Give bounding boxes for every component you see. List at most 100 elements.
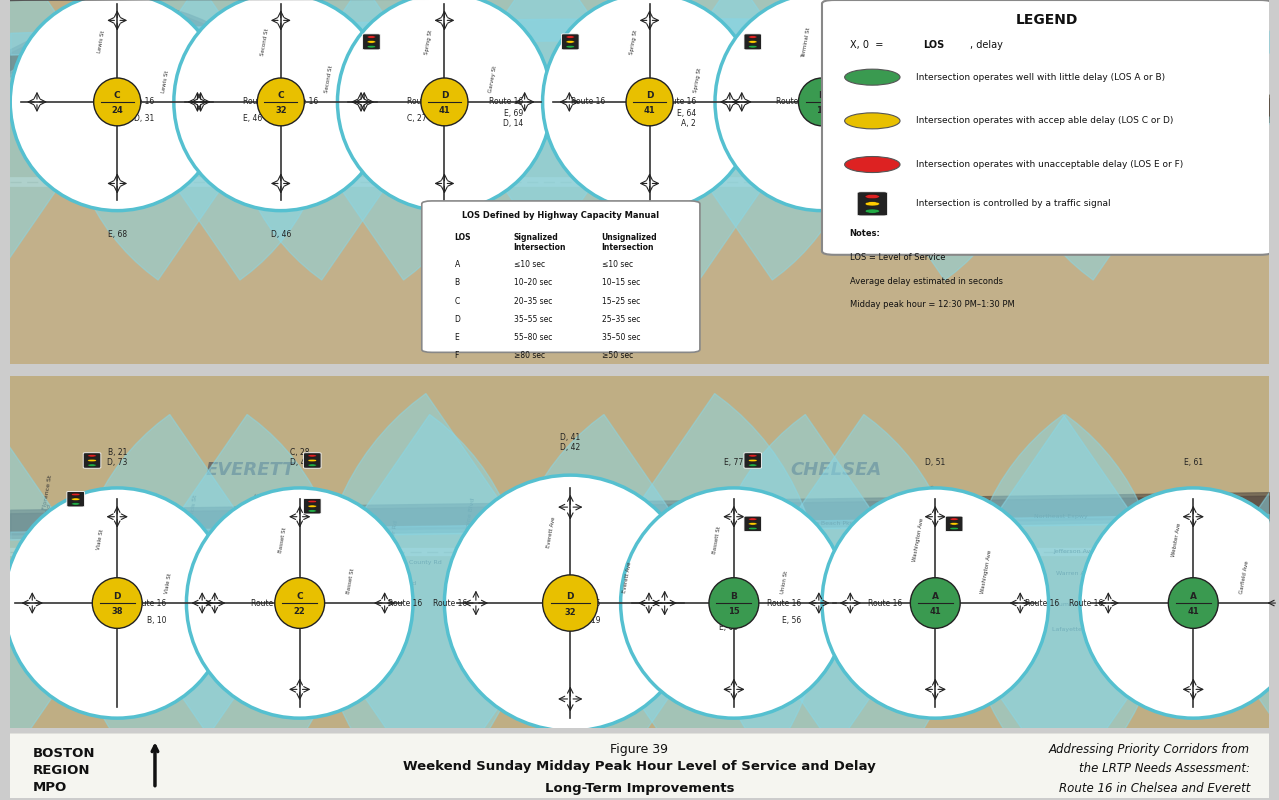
Text: 41: 41 <box>930 607 941 617</box>
Circle shape <box>308 510 317 512</box>
Text: D: D <box>454 315 460 324</box>
Text: A: A <box>932 592 939 602</box>
Text: Route 16: Route 16 <box>1026 598 1059 607</box>
Text: Boston St: Boston St <box>46 574 75 579</box>
Ellipse shape <box>187 488 413 718</box>
Ellipse shape <box>542 0 757 210</box>
Circle shape <box>844 69 900 85</box>
Text: Vine Dr: Vine Dr <box>1220 54 1229 78</box>
Circle shape <box>748 522 757 525</box>
Text: Revere Beach Pkwy: Revere Beach Pkwy <box>179 18 231 59</box>
Circle shape <box>565 46 574 48</box>
Text: Bloomingdale St: Bloomingdale St <box>784 614 798 666</box>
Text: Viale St: Viale St <box>96 529 105 550</box>
Text: A: A <box>454 260 459 270</box>
Text: Route 16: Route 16 <box>767 598 802 607</box>
Text: Route 16 in Chelsea and Everett: Route 16 in Chelsea and Everett <box>1059 782 1250 795</box>
Ellipse shape <box>625 78 673 126</box>
Text: Warren Ave: Warren Ave <box>1055 570 1092 576</box>
Text: Union St: Union St <box>780 570 789 594</box>
Ellipse shape <box>10 0 224 210</box>
Circle shape <box>950 527 958 530</box>
Text: 41: 41 <box>439 106 450 114</box>
Text: 20–35 sec: 20–35 sec <box>514 297 553 306</box>
Text: Luke Rd: Luke Rd <box>1220 20 1229 46</box>
Text: LOS = Level of Service: LOS = Level of Service <box>849 253 945 262</box>
Text: C: C <box>297 592 303 602</box>
Text: Route 16: Route 16 <box>388 598 422 607</box>
Text: Intersection is controlled by a traffic signal: Intersection is controlled by a traffic … <box>916 199 1111 208</box>
Text: 32: 32 <box>564 608 576 618</box>
Text: D: D <box>646 91 654 101</box>
Text: Webster Ave: Webster Ave <box>1170 522 1182 557</box>
Text: Everett Ave: Everett Ave <box>546 517 556 549</box>
Text: E, 61: E, 61 <box>1183 458 1202 467</box>
Text: Basset St: Basset St <box>278 526 288 553</box>
Circle shape <box>308 464 317 466</box>
Text: Route 16: Route 16 <box>243 98 278 106</box>
Text: D, 46: D, 46 <box>271 230 292 239</box>
Text: Midday peak hour = 12:30 PM–1:30 PM: Midday peak hour = 12:30 PM–1:30 PM <box>849 300 1014 310</box>
Text: ≥50 sec: ≥50 sec <box>601 351 633 360</box>
Text: ≤10 sec: ≤10 sec <box>601 260 633 270</box>
Text: D, 41
D, 42: D, 41 D, 42 <box>560 433 581 452</box>
Text: D, 41: D, 41 <box>1206 230 1227 239</box>
Text: E, 64
A, 2: E, 64 A, 2 <box>677 109 696 128</box>
Circle shape <box>565 41 574 43</box>
Text: E, 77: E, 77 <box>724 458 743 467</box>
Text: 41: 41 <box>643 106 655 114</box>
Text: Route 16: Route 16 <box>776 98 810 106</box>
FancyBboxPatch shape <box>303 453 321 468</box>
Text: Basset St: Basset St <box>345 568 356 594</box>
Text: 15–25 sec: 15–25 sec <box>601 297 640 306</box>
Text: Franklin Ave: Franklin Ave <box>879 621 890 659</box>
Text: 22: 22 <box>294 607 306 617</box>
Text: the LRTP Needs Assessment:: the LRTP Needs Assessment: <box>1079 762 1250 775</box>
Polygon shape <box>1216 0 1279 280</box>
Text: B: B <box>819 91 825 101</box>
Circle shape <box>72 502 81 505</box>
Text: Jefferson Ave: Jefferson Ave <box>1053 550 1095 554</box>
Text: Route 16: Route 16 <box>251 598 285 607</box>
Text: Washington Ave: Washington Ave <box>922 485 936 535</box>
Text: Spring St: Spring St <box>629 30 638 55</box>
Text: LEGEND: LEGEND <box>1016 13 1078 26</box>
Text: LOS Defined by Highway Capacity Manual: LOS Defined by Highway Capacity Manual <box>462 211 660 220</box>
Text: D, 35: D, 35 <box>1069 98 1090 106</box>
Text: ≥80 sec: ≥80 sec <box>514 351 545 360</box>
Text: Average delay estimated in seconds: Average delay estimated in seconds <box>849 277 1003 286</box>
Text: C, 28
D, 45: C, 28 D, 45 <box>289 448 310 467</box>
FancyBboxPatch shape <box>744 453 761 468</box>
Text: Viale St: Viale St <box>69 533 78 557</box>
Text: D: D <box>1212 91 1220 101</box>
Text: E, 68: E, 68 <box>107 230 127 239</box>
Text: County Rd: County Rd <box>409 560 443 565</box>
Text: Spring St: Spring St <box>641 44 651 73</box>
Ellipse shape <box>911 578 961 628</box>
Text: Revere Beach Pkwy: Revere Beach Pkwy <box>432 10 494 15</box>
Text: Garfield Ave: Garfield Ave <box>1206 543 1218 582</box>
Ellipse shape <box>798 78 845 126</box>
Text: Route 16: Route 16 <box>719 598 753 607</box>
Text: E, 46: E, 46 <box>243 114 262 122</box>
Text: Spring St: Spring St <box>792 44 802 73</box>
Circle shape <box>950 522 958 525</box>
Ellipse shape <box>1168 578 1218 628</box>
Ellipse shape <box>1079 488 1279 718</box>
Text: Washington Ave: Washington Ave <box>972 614 986 666</box>
Text: Center St: Center St <box>703 629 714 658</box>
Text: D, 31: D, 31 <box>134 114 155 122</box>
Polygon shape <box>570 394 822 800</box>
Text: Lewis St: Lewis St <box>97 30 106 54</box>
FancyBboxPatch shape <box>83 453 101 468</box>
Polygon shape <box>299 414 526 792</box>
Ellipse shape <box>93 78 141 126</box>
Text: D, 43: D, 43 <box>435 230 454 239</box>
Text: Lewis St: Lewis St <box>226 40 235 66</box>
Polygon shape <box>608 0 822 280</box>
Circle shape <box>308 454 317 457</box>
Text: ≤10 sec: ≤10 sec <box>514 260 545 270</box>
Text: Irving St: Irving St <box>1037 19 1048 46</box>
Text: 10–20 sec: 10–20 sec <box>514 278 553 287</box>
Text: 55–80 sec: 55–80 sec <box>514 333 553 342</box>
